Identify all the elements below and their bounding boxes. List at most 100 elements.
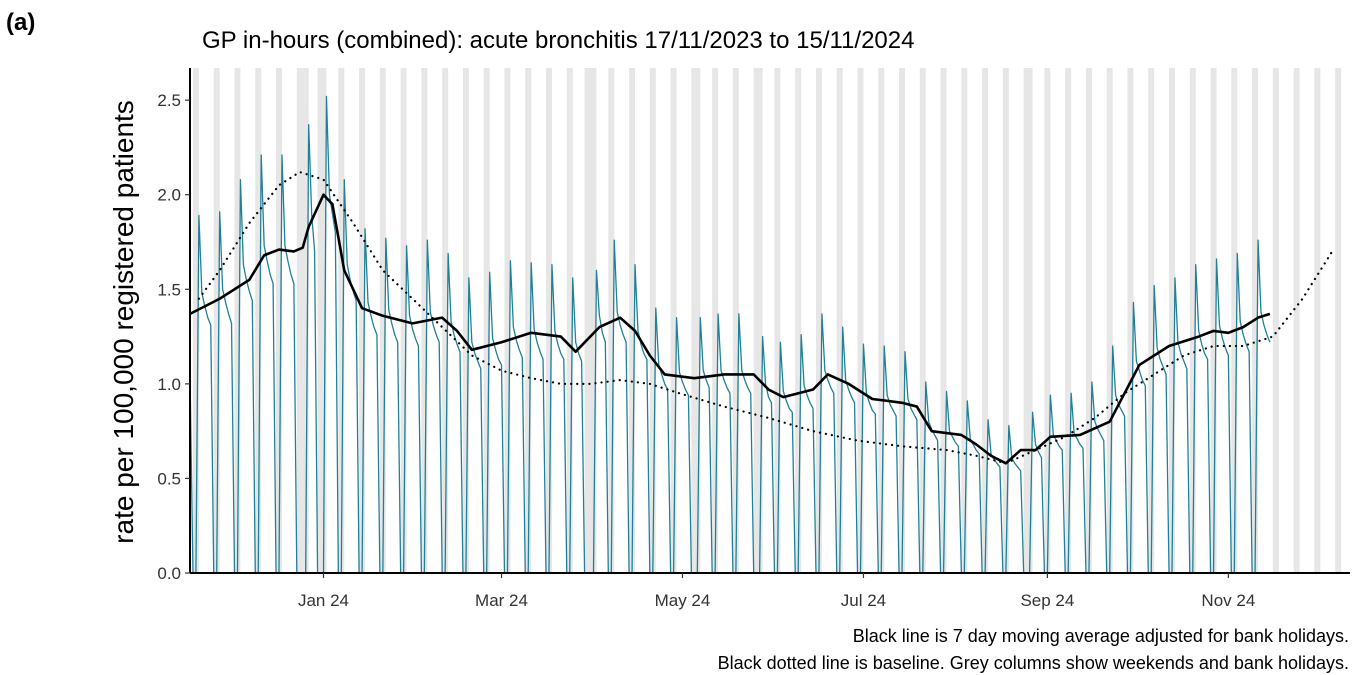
shaded-columns [192,68,1342,573]
shaded-day [213,68,217,573]
shaded-day [1029,68,1033,573]
shaded-day [1148,68,1152,573]
x-tick-label: Sep 24 [1020,591,1074,610]
shaded-day [712,68,716,573]
shaded-day [1085,68,1089,573]
shaded-day [1171,68,1175,573]
shaded-day [1335,68,1339,573]
shaded-day [302,68,306,573]
shaded-day [759,68,763,573]
shaded-day [881,68,885,573]
shaded-day [652,68,656,573]
shaded-day [670,68,674,573]
shaded-day [320,68,324,573]
shaded-day [1002,68,1006,573]
shaded-day [878,68,882,573]
shaded-day [774,68,778,573]
data-line [189,193,1271,465]
shaded-day [795,68,799,573]
shaded-day [1272,68,1276,573]
shaded-day [1068,68,1072,573]
y-tick-label: 2.5 [157,91,181,110]
shaded-day [815,68,819,573]
shaded-day [943,68,947,573]
shaded-day [1023,68,1027,573]
shaded-day [486,68,490,573]
shaded-day [608,68,612,573]
shaded-day [857,68,861,573]
shaded-day [359,68,363,573]
shaded-day [1275,68,1279,573]
shaded-day [1296,68,1300,573]
shaded-day [673,68,677,573]
shaded-day [629,68,633,573]
shaded-day [504,68,508,573]
shaded-day [299,68,303,573]
shaded-day [860,68,864,573]
shaded-day [1210,68,1214,573]
shaded-day [317,68,321,573]
shaded-day [1189,68,1193,573]
shaded-day [234,68,238,573]
shaded-day [593,68,597,573]
plot-area [189,95,1334,574]
y-tick-label: 0.5 [157,469,181,488]
shaded-day [1026,68,1030,573]
shaded-day [919,68,923,573]
shaded-day [465,68,469,573]
shaded-day [507,68,511,573]
y-tick-label: 2.0 [157,186,181,205]
x-tick-label: Mar 24 [475,591,528,610]
shaded-day [1338,68,1342,573]
shaded-day [1231,68,1235,573]
chart-title: GP in-hours (combined): acute bronchitis… [202,27,914,54]
shaded-day [1109,68,1113,573]
shaded-day [649,68,653,573]
shaded-day [548,68,552,573]
shaded-day [1314,68,1318,573]
shaded-day [777,68,781,573]
shaded-day [379,68,383,573]
shaded-day [1151,68,1155,573]
shaded-day [1047,68,1051,573]
x-tick-label: Jul 24 [841,591,886,610]
shaded-day [462,68,466,573]
shaded-day [818,68,822,573]
shaded-day [1127,68,1131,573]
shaded-day [483,68,487,573]
x-tick-label: Nov 24 [1201,591,1255,610]
footnote: Black dotted line is baseline. Grey colu… [718,653,1349,673]
shaded-day [697,68,701,573]
shaded-day [1106,68,1110,573]
shaded-day [836,68,840,573]
shaded-day [694,68,698,573]
x-tick-label: Jan 24 [298,591,349,610]
shaded-day [1005,68,1009,573]
shaded-day [899,68,903,573]
shaded-day [590,68,594,573]
baseline-line [197,170,1334,465]
axes: 0.0 0.5 1.0 1.5 2.0 2.5 Jan 24 Mar 24 May 24 Jul … [157,68,1350,610]
shaded-day [1065,68,1069,573]
shaded-day [732,68,736,573]
y-tick-label: 1.5 [157,280,181,299]
shaded-day [982,68,986,573]
shaded-day [546,68,549,573]
shaded-day [1088,68,1092,573]
shaded-day [192,68,196,573]
shaded-day [587,68,591,573]
shaded-day [255,68,259,573]
y-axis-label: rate per 100,000 registered patients [108,100,139,544]
shaded-day [691,68,695,573]
y-tick-label: 0.0 [157,564,181,583]
panel-label: (a) [6,9,35,36]
y-tick-label: 1.0 [157,375,181,394]
shaded-day [1255,68,1259,573]
shaded-day [839,68,843,573]
shaded-day [715,68,719,573]
shaded-day [584,68,588,573]
shaded-day [1130,68,1134,573]
shaded-day [902,68,905,573]
